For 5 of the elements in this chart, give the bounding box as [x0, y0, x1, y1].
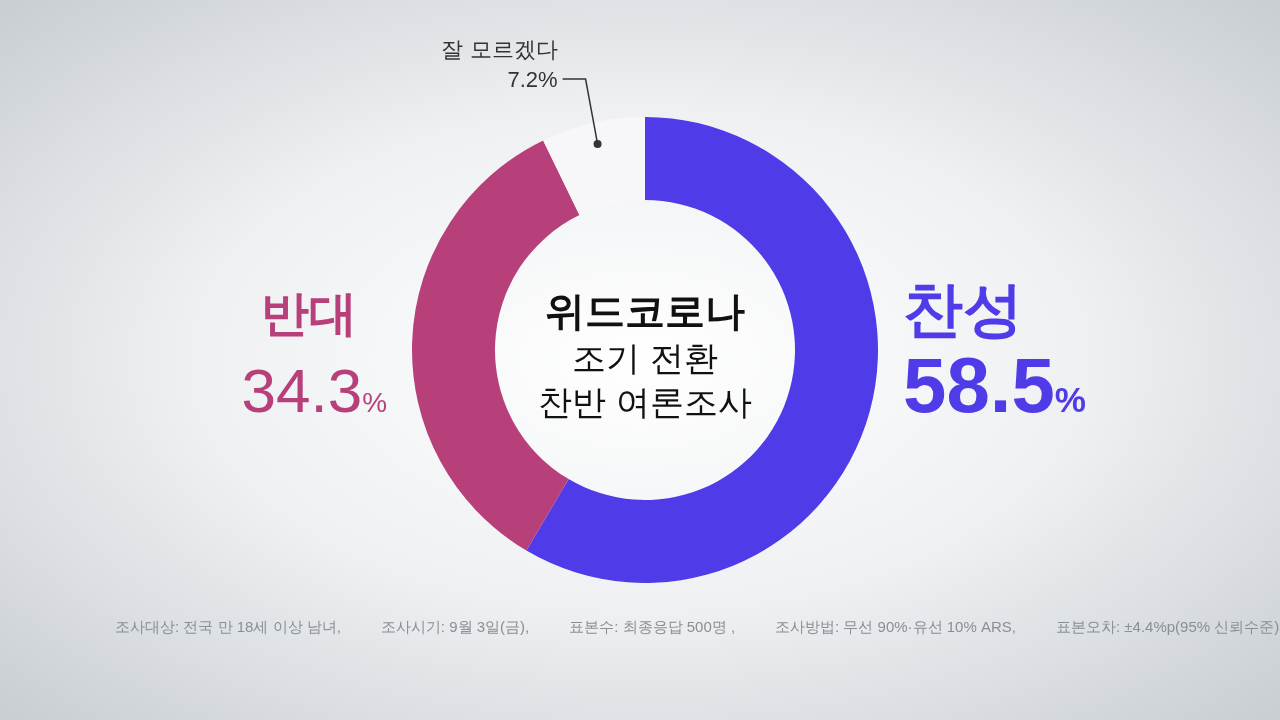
text: 조기 전환 찬반 여론조사: [538, 339, 752, 421]
data-label: 7.2%: [507, 67, 558, 92]
text: 위드코로나: [545, 289, 745, 333]
notes: 조사대상: 전국 만 18세 이상 남녀, 조사시기: 9월 3일(금), 표본수: 최종응답 500명 , 조사방법: 무선 90%·유선 10% ARS, 표본오차: ±4.4%p(95% 신뢰수준): [115, 618, 1280, 635]
slice-label: 잘 모르겠다: [441, 37, 558, 62]
